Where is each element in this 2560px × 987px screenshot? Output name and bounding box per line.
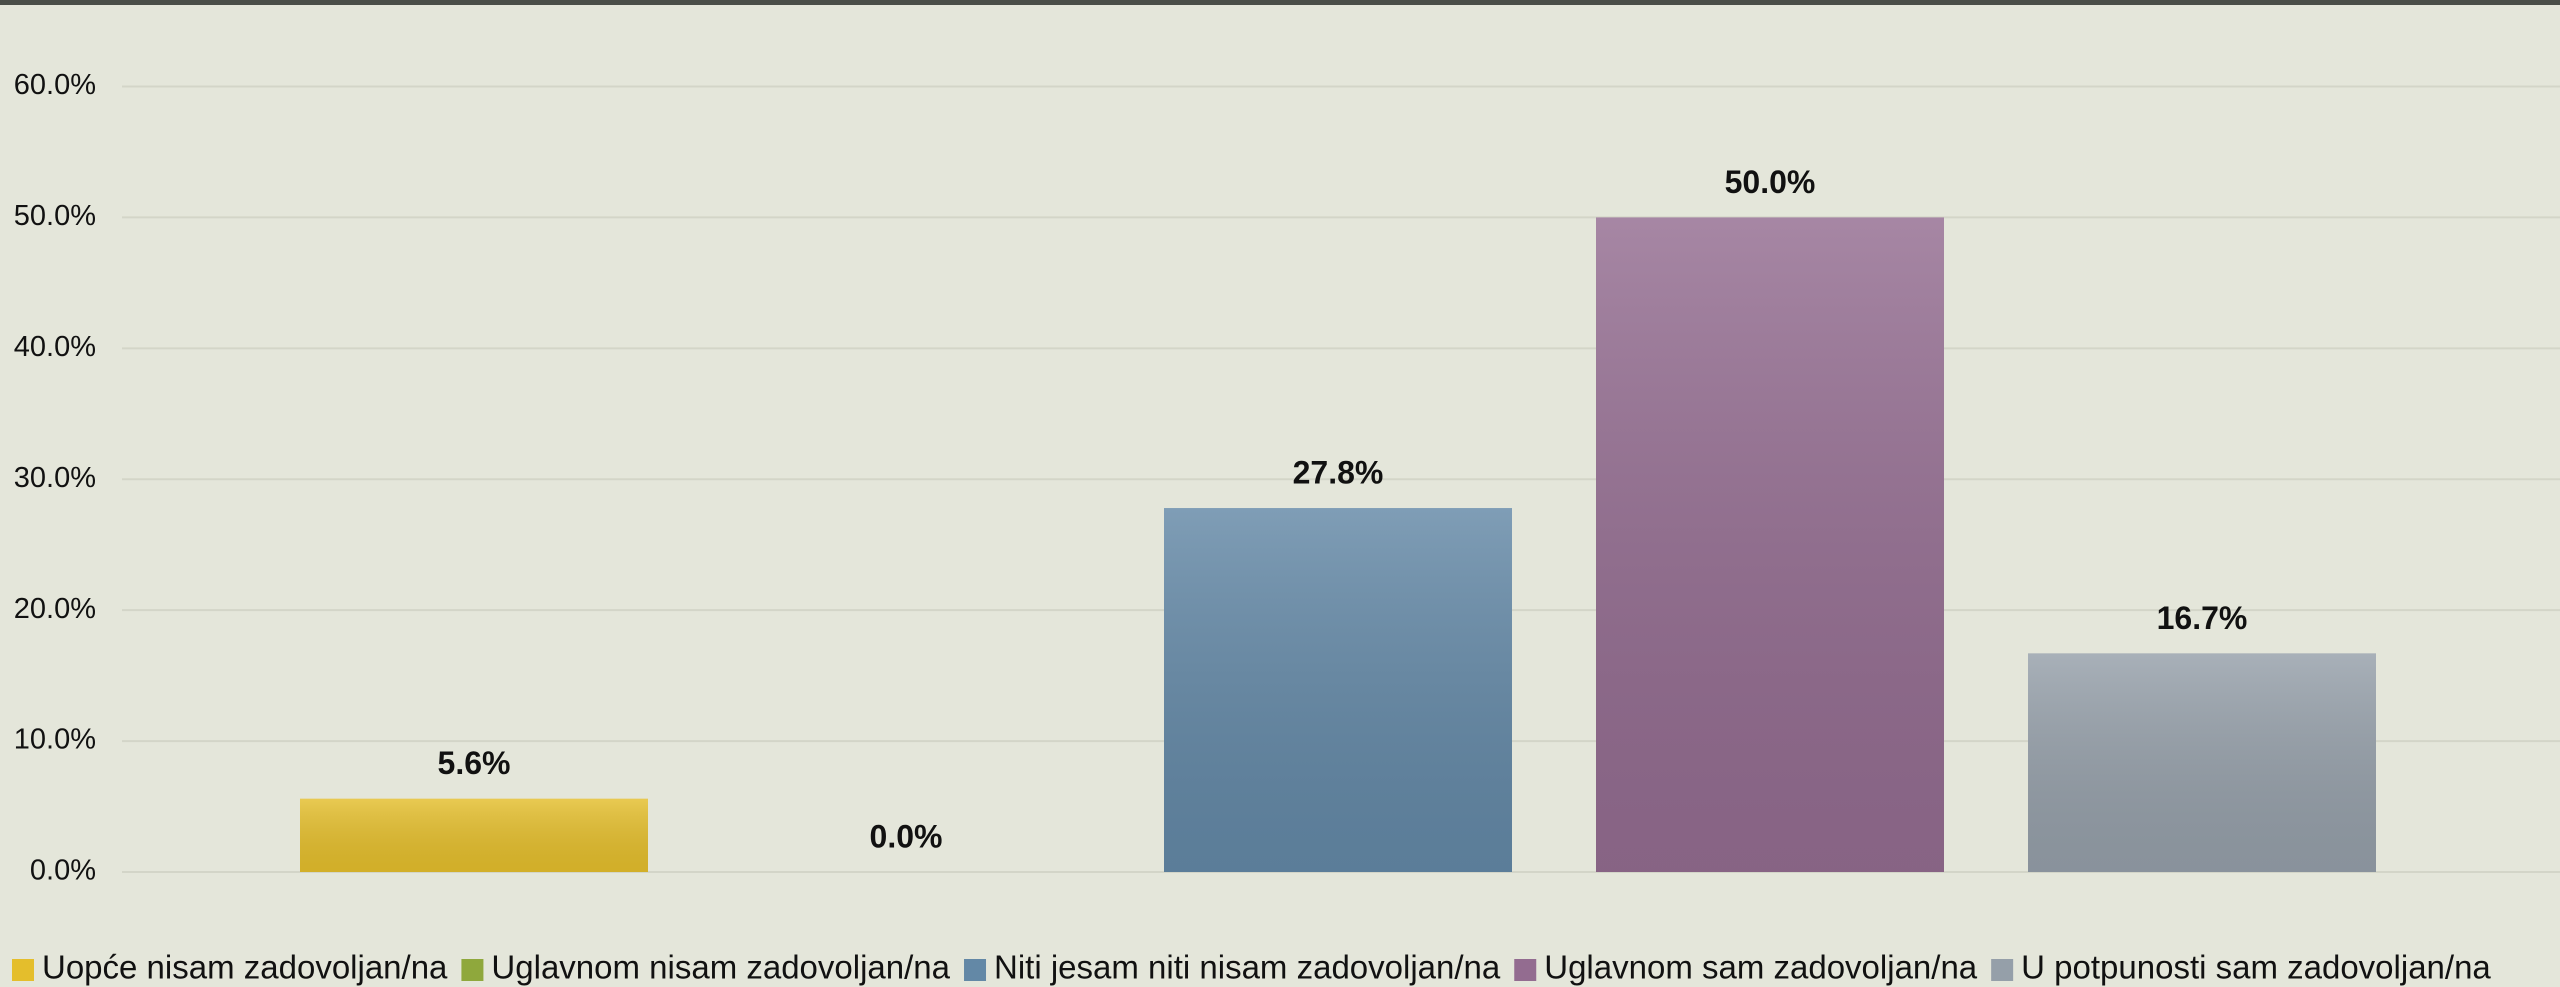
legend-label: Niti jesam niti nisam zadovoljan/na — [994, 949, 1501, 986]
legend-swatch — [964, 959, 987, 981]
legend-swatch — [1514, 959, 1537, 981]
top-band — [0, 0, 2560, 5]
legend-swatch — [461, 959, 484, 981]
bar — [1164, 508, 1512, 872]
bar — [300, 798, 648, 872]
bar-fill — [2028, 653, 2376, 872]
bar — [2028, 653, 2376, 872]
value-label: 50.0% — [1725, 164, 1816, 200]
y-tick-label: 0.0% — [30, 855, 96, 887]
y-tick-label: 40.0% — [14, 331, 96, 363]
legend-swatch — [1991, 959, 2014, 981]
bar-fill — [300, 798, 648, 872]
bar — [1596, 217, 1944, 872]
y-tick-label: 50.0% — [14, 200, 96, 232]
bar-fill — [1164, 508, 1512, 872]
y-tick-label: 20.0% — [14, 593, 96, 625]
y-tick-label: 60.0% — [14, 69, 96, 101]
bar-fill — [1596, 217, 1944, 872]
legend-label: U potpunosti sam zadovoljan/na — [2021, 949, 2491, 986]
value-label: 27.8% — [1293, 455, 1384, 491]
value-label: 5.6% — [438, 745, 511, 781]
legend-label: Uglavnom sam zadovoljan/na — [1544, 949, 1978, 986]
legend-label: Uglavnom nisam zadovoljan/na — [491, 949, 950, 986]
y-tick-label: 10.0% — [14, 724, 96, 756]
y-tick-label: 30.0% — [14, 462, 96, 494]
value-label: 0.0% — [870, 818, 943, 854]
legend-swatch — [12, 959, 34, 981]
value-label: 16.7% — [2157, 600, 2248, 636]
legend-label: Uopće nisam zadovoljan/na — [42, 949, 448, 986]
